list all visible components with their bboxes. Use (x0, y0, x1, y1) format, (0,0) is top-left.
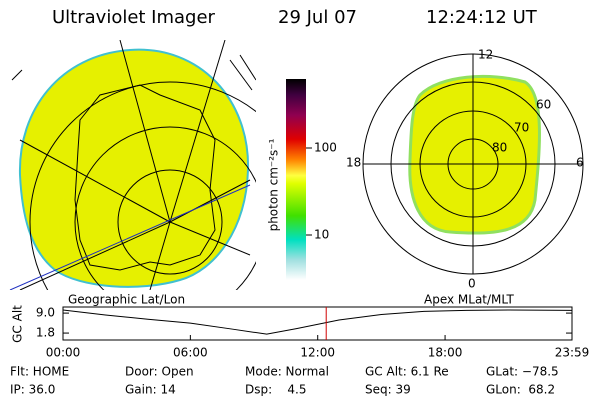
geo-map (9, 40, 256, 290)
y-axis-label: GC Alt (11, 305, 25, 343)
mlt-label: 6 (576, 156, 584, 170)
y-tick-label: 9.0 (36, 306, 55, 320)
title: Ultraviolet Imager (52, 7, 216, 28)
lat-label: 70 (514, 121, 529, 135)
x-tick-label: 23:59 (555, 346, 590, 360)
lat-label: 80 (492, 141, 507, 155)
colorbar (286, 79, 306, 280)
date: 29 Jul 07 (278, 7, 357, 28)
x-tick-label: 00:00 (46, 346, 81, 360)
mlt-label: 18 (346, 156, 361, 170)
colorbar-tick: 100 (314, 141, 337, 155)
colorbar-label: photon cm⁻²s⁻¹ (267, 138, 281, 231)
mlt-label: 0 (468, 277, 476, 291)
info-field: Door: Open (125, 365, 194, 379)
info-field: Gain: 14 (125, 383, 176, 397)
info-field: GC Alt: 6.1 Re (365, 365, 449, 379)
x-tick-label: 06:00 (173, 346, 208, 360)
polar-map (362, 53, 584, 275)
info-field: GLat: −78.5 (486, 365, 559, 379)
time: 12:24:12 UT (426, 7, 538, 28)
altitude-line (62, 309, 573, 335)
info-field: IP: 36.0 (10, 383, 55, 397)
colorbar-tick: 10 (314, 228, 329, 242)
map-caption: Apex MLat/MLT (424, 293, 514, 307)
y-tick-label: 1.8 (36, 326, 55, 340)
map-caption: Geographic Lat/Lon (68, 293, 185, 307)
info-field: Flt: HOME (10, 365, 69, 379)
lat-label: 60 (536, 98, 551, 112)
info-field: Mode: Normal (245, 365, 329, 379)
info-field: Seq: 39 (365, 383, 411, 397)
mlt-label: 12 (478, 48, 493, 62)
x-tick-label: 12:00 (300, 346, 335, 360)
x-tick-label: 18:00 (428, 346, 463, 360)
info-field: GLon: 68.2 (486, 383, 555, 397)
info-field: Dsp: 4.5 (245, 383, 307, 397)
